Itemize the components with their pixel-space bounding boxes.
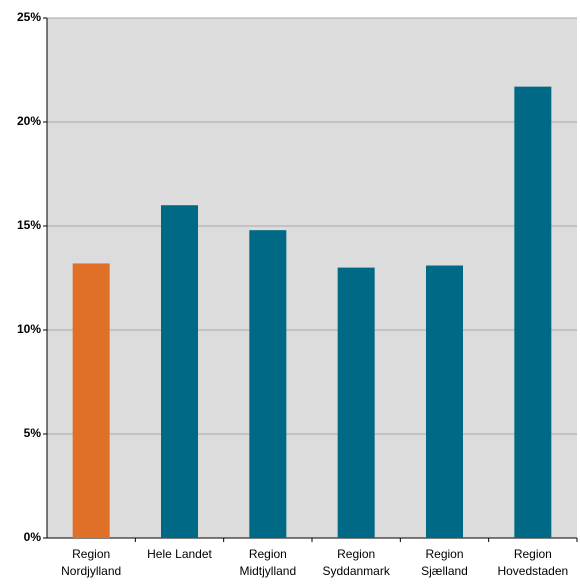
plot-area [47, 18, 577, 538]
y-tick-label: 15% [17, 218, 41, 232]
x-tick-label: Region Hovedstaden [497, 547, 569, 578]
bar [72, 263, 110, 538]
y-tick-label: 20% [17, 114, 41, 128]
x-tick-label: Region Syddanmark [322, 547, 390, 578]
bar [161, 205, 198, 538]
x-tick-label: Region Sjælland [421, 547, 468, 578]
y-tick-label: 5% [24, 426, 42, 440]
bar [514, 86, 552, 538]
bar [426, 265, 463, 538]
x-tick-label: Hele Landet [147, 547, 212, 561]
bar [337, 267, 375, 538]
x-tick-label: Region Midtjylland [239, 547, 297, 578]
bar [249, 230, 287, 538]
y-tick-label: 10% [17, 322, 41, 336]
y-tick-label: 0% [24, 530, 42, 544]
y-tick-label: 25% [17, 10, 41, 24]
x-tick-label: Region Nordjylland [61, 547, 122, 578]
